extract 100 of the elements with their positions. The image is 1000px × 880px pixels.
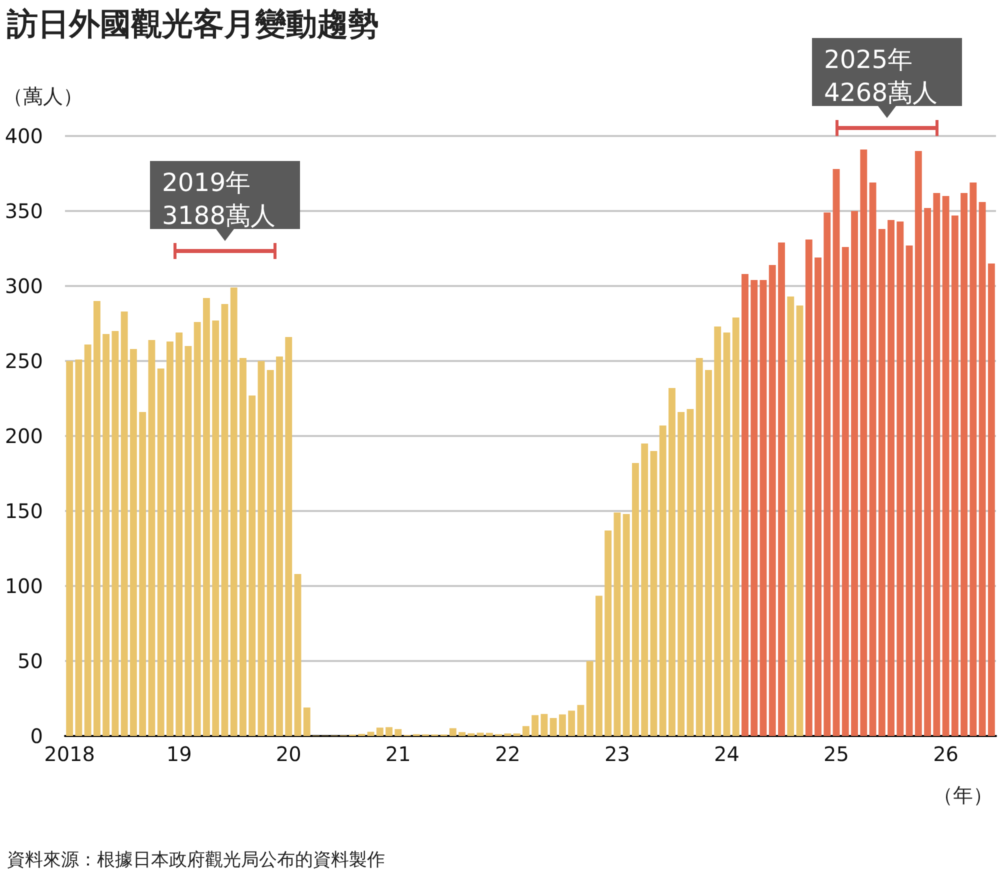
x-tick-label: 20 [276, 742, 302, 766]
y-tick-label: 0 [30, 724, 43, 748]
bar [230, 288, 238, 736]
bar [376, 728, 384, 736]
bar [468, 733, 475, 736]
y-tick-label: 350 [4, 199, 43, 223]
bar [266, 370, 274, 736]
x-tick-label: 22 [494, 742, 520, 766]
x-tick-label: 24 [714, 742, 740, 766]
bar [622, 514, 630, 736]
y-tick-label: 250 [4, 349, 43, 373]
bar [951, 216, 958, 736]
x-tick-label: 25 [824, 742, 849, 766]
bar [522, 726, 530, 736]
bar [532, 715, 539, 736]
bar [203, 298, 210, 736]
bar [942, 196, 950, 736]
bar [550, 718, 557, 736]
bar [568, 710, 576, 736]
bar [906, 246, 913, 736]
y-tick-label: 50 [18, 649, 43, 673]
bar [750, 280, 758, 736]
bar [888, 220, 895, 736]
bar [641, 444, 648, 736]
bar [486, 732, 493, 736]
bar [449, 728, 456, 736]
bar [221, 304, 228, 736]
bar [768, 265, 776, 736]
bar [723, 332, 730, 736]
bar [166, 342, 174, 736]
bar [586, 661, 594, 736]
y-axis-title: （萬人） [3, 84, 83, 108]
bar [285, 337, 292, 736]
bar [176, 332, 183, 736]
x-tick-label: 21 [385, 742, 411, 766]
bar [805, 240, 812, 736]
bar [960, 193, 968, 736]
bar [258, 361, 265, 736]
annotation: 2019年 3188萬人 [162, 168, 276, 230]
bar [659, 426, 666, 736]
bar [869, 182, 876, 736]
bar [678, 412, 685, 736]
bar [914, 151, 922, 736]
y-tick-label: 300 [4, 274, 43, 298]
bar [824, 212, 831, 736]
bar [303, 708, 310, 736]
bar [760, 280, 767, 736]
bar [842, 247, 849, 736]
bar [878, 229, 886, 736]
bar [933, 193, 940, 736]
bar [93, 301, 100, 736]
bar [194, 322, 201, 736]
bar [668, 388, 676, 736]
bar [814, 258, 822, 736]
x-tick-label: 26 [933, 742, 959, 766]
x-tick-label: 19 [166, 742, 192, 766]
bar [476, 732, 484, 736]
bar [796, 306, 804, 736]
bar [386, 727, 392, 736]
bar [84, 344, 92, 736]
bar [705, 370, 712, 736]
bar [112, 331, 119, 736]
bar [394, 729, 402, 736]
bar [896, 222, 904, 736]
bar [276, 356, 283, 736]
bar [832, 169, 840, 736]
y-tick-label: 100 [4, 574, 43, 598]
bar [75, 360, 82, 736]
x-tick-label: 2018 [44, 742, 96, 766]
bar [130, 349, 137, 736]
bar [988, 264, 995, 736]
bar [970, 182, 977, 736]
source-note: 資料來源：根據日本政府觀光局公布的資料製作 [7, 850, 385, 870]
bar [139, 412, 146, 736]
bar [696, 358, 703, 736]
bar [294, 574, 302, 736]
bar [120, 312, 128, 736]
y-tick-label: 150 [4, 499, 43, 523]
x-axis-title: （年） [933, 783, 993, 807]
bar [714, 326, 722, 736]
bar [650, 451, 658, 736]
bar [978, 202, 986, 736]
bar [248, 396, 256, 736]
bar [787, 296, 794, 736]
y-tick-label: 200 [4, 424, 43, 448]
bar [595, 596, 602, 736]
bar [504, 733, 512, 736]
bar [148, 340, 156, 736]
bar [458, 732, 466, 736]
bar [240, 358, 246, 736]
bar [66, 361, 74, 736]
bar [577, 704, 584, 736]
bar [513, 733, 520, 736]
bar [851, 211, 858, 736]
chart-title: 訪日外國觀光客月變動趨勢 [6, 6, 379, 42]
bar [102, 334, 110, 736]
bar [924, 208, 932, 736]
text: 2025年 4268萬人 [824, 45, 938, 107]
bar [632, 463, 639, 736]
bar [558, 714, 566, 736]
